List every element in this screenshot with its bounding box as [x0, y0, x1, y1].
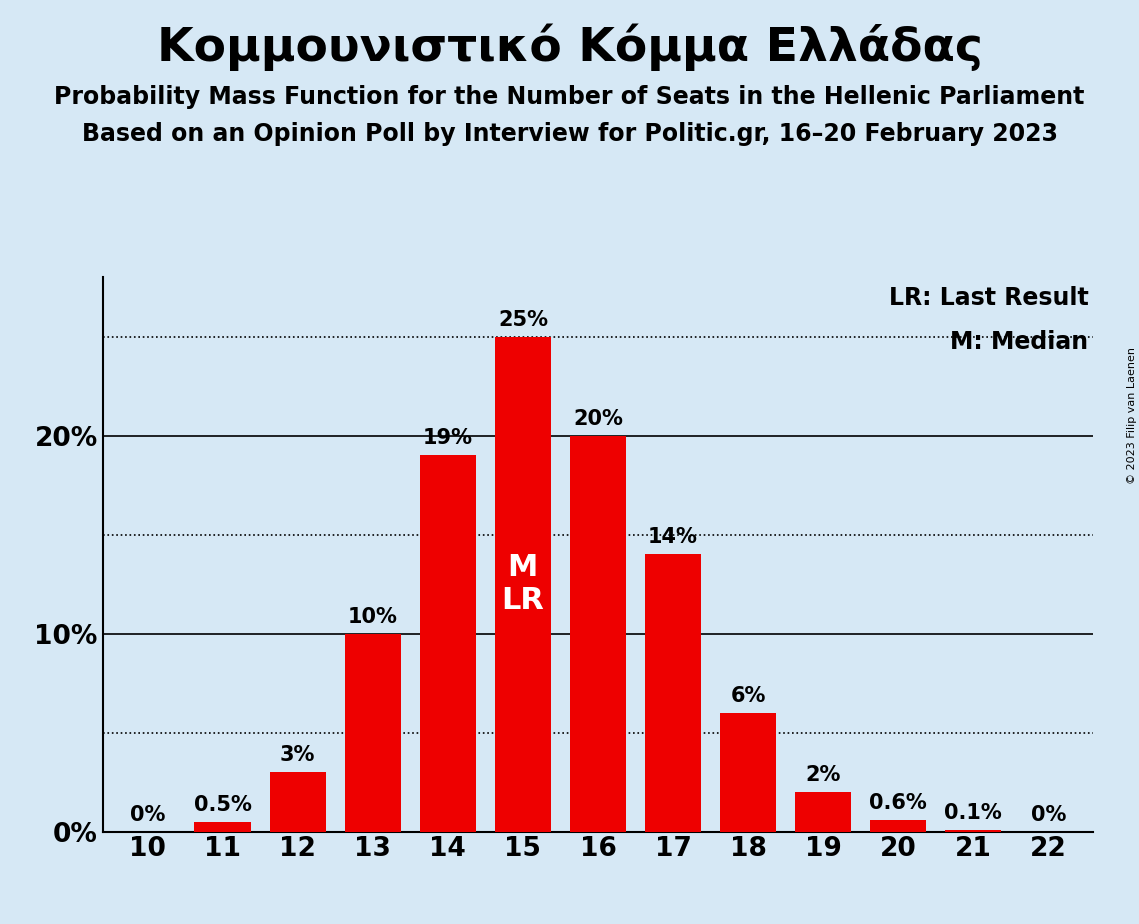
Text: © 2023 Filip van Laenen: © 2023 Filip van Laenen [1126, 347, 1137, 484]
Bar [795, 792, 851, 832]
Bar [419, 456, 476, 832]
Text: 10%: 10% [347, 607, 398, 626]
Text: 0.6%: 0.6% [869, 793, 927, 813]
Text: 3%: 3% [280, 746, 316, 765]
Bar [345, 634, 401, 832]
Bar [720, 712, 777, 832]
Text: Probability Mass Function for the Number of Seats in the Hellenic Parliament: Probability Mass Function for the Number… [55, 85, 1084, 109]
Text: 0.1%: 0.1% [944, 803, 1002, 822]
Bar [870, 820, 926, 832]
Bar [570, 435, 626, 832]
Text: LR: Last Result: LR: Last Result [888, 286, 1089, 310]
Text: 0%: 0% [130, 805, 165, 824]
Bar [270, 772, 326, 832]
Text: Based on an Opinion Poll by Interview for Politic.gr, 16–20 February 2023: Based on an Opinion Poll by Interview fo… [82, 122, 1057, 146]
Text: M
LR: M LR [501, 553, 544, 615]
Text: 0%: 0% [1031, 805, 1066, 824]
Bar [195, 821, 251, 832]
Text: 25%: 25% [498, 310, 548, 330]
Text: 6%: 6% [730, 686, 765, 706]
Text: 0.5%: 0.5% [194, 795, 252, 815]
Bar [945, 830, 1001, 832]
Text: 19%: 19% [423, 429, 473, 448]
Bar [494, 336, 551, 832]
Text: M: Median: M: Median [950, 330, 1089, 354]
Bar [645, 554, 702, 832]
Text: Κομμουνιστικό Κόμμα Ελλάδας: Κομμουνιστικό Κόμμα Ελλάδας [156, 23, 983, 70]
Text: 2%: 2% [805, 765, 841, 785]
Text: 20%: 20% [573, 408, 623, 429]
Text: 14%: 14% [648, 528, 698, 547]
